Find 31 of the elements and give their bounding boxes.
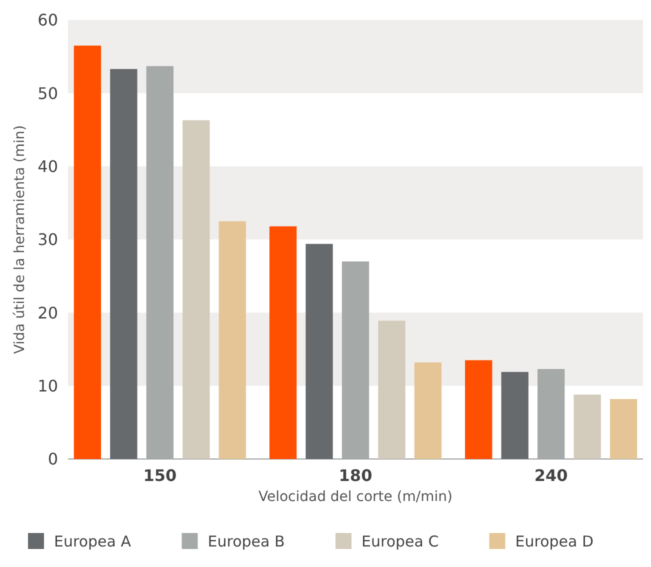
- bar: [414, 362, 442, 459]
- bar: [146, 66, 174, 459]
- bar: [74, 46, 102, 459]
- y-tick-label: 0: [48, 450, 58, 469]
- bar: [574, 394, 601, 459]
- bar: [342, 261, 370, 459]
- x-axis-title: Velocidad del corte (m/min): [258, 489, 453, 505]
- bar: [465, 360, 492, 459]
- x-tick-label: 180: [338, 466, 372, 485]
- y-tick-label: 20: [38, 303, 58, 322]
- bar: [182, 120, 210, 459]
- y-tick-label: 40: [38, 156, 58, 176]
- legend-label: Europea B: [208, 532, 285, 550]
- bar: [537, 369, 565, 459]
- y-tick-label: 60: [38, 10, 58, 30]
- y-tick-label: 10: [38, 376, 58, 396]
- legend-label: Europea A: [54, 532, 132, 550]
- x-tick-label: 150: [143, 466, 177, 485]
- y-tick-label: 30: [38, 230, 58, 250]
- bar: [110, 69, 138, 459]
- bar: [610, 399, 638, 459]
- bar: [306, 244, 333, 459]
- legend-label: Europea C: [362, 532, 439, 550]
- x-tick-label: 240: [534, 466, 568, 485]
- bar: [378, 320, 406, 459]
- bar: [269, 226, 297, 459]
- legend-label: Europea D: [515, 532, 594, 550]
- y-tick-label: 50: [38, 84, 58, 103]
- bar: [218, 221, 246, 459]
- bar: [501, 372, 528, 459]
- y-axis-title: Vida útil de la herramienta (min): [12, 125, 28, 354]
